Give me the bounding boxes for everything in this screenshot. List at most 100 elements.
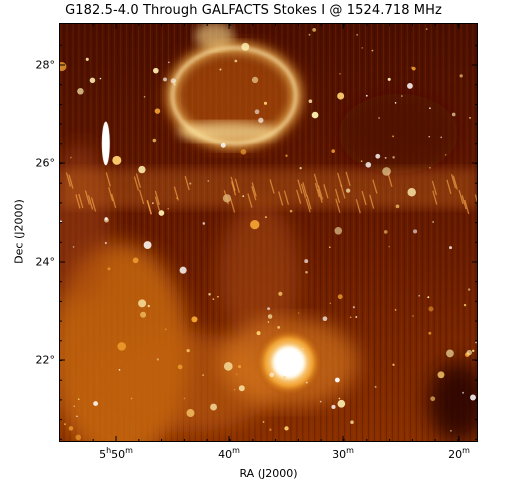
compact-source (212, 298, 215, 301)
scan-streak (361, 190, 367, 206)
compact-source (254, 109, 260, 115)
scan-streak (323, 184, 329, 199)
compact-source (349, 316, 352, 319)
scan-streak (302, 182, 308, 197)
compact-source (304, 259, 309, 264)
compact-source (285, 154, 288, 157)
scan-streak (474, 194, 477, 203)
scan-streak (306, 195, 312, 210)
compact-source (401, 95, 403, 97)
scan-streak (337, 172, 343, 187)
compact-source (311, 111, 319, 119)
compact-source (411, 66, 416, 71)
compact-source (64, 423, 66, 425)
scan-streak (154, 196, 161, 211)
compact-source (118, 369, 121, 371)
scan-streak (340, 184, 346, 199)
compact-source (470, 394, 476, 401)
scan-streak (313, 173, 319, 188)
y-tick-label: 24° (35, 255, 56, 269)
compact-source (99, 77, 102, 80)
compact-source (267, 307, 271, 311)
compact-source (85, 57, 89, 61)
compact-source (143, 95, 146, 98)
compact-source (428, 331, 432, 335)
x-axis-label: RA (J2000) (239, 467, 298, 480)
compact-source (256, 331, 261, 336)
compact-source (428, 135, 431, 138)
compact-source (334, 227, 343, 235)
compact-source (277, 325, 281, 329)
compact-source (289, 209, 293, 213)
compact-source (308, 33, 311, 36)
compact-source (278, 291, 283, 296)
compact-source (75, 434, 82, 441)
compact-source (68, 426, 74, 431)
compact-source (93, 401, 99, 407)
compact-source (361, 47, 364, 49)
scan-streak (335, 198, 341, 213)
compact-source (138, 165, 146, 174)
scan-streak (111, 193, 117, 208)
compact-source (387, 77, 391, 81)
y-tick-label: 22° (35, 353, 56, 367)
compact-source (191, 316, 198, 323)
compact-source (427, 296, 430, 299)
compact-source (334, 377, 340, 383)
compact-source (282, 375, 287, 380)
scan-streak (247, 193, 253, 208)
scan-streak (296, 189, 302, 204)
compact-source (356, 34, 359, 36)
blanked-region (101, 121, 110, 166)
radio-sky-image (60, 24, 477, 441)
scan-streak (68, 174, 74, 189)
compact-source (355, 316, 358, 318)
compact-source (76, 415, 78, 418)
compact-source (472, 349, 475, 353)
scan-streak (431, 180, 438, 196)
compact-source (428, 306, 434, 312)
compact-source (284, 426, 289, 431)
scan-streak (283, 190, 290, 205)
compact-source (365, 162, 372, 168)
compact-source (251, 76, 259, 84)
compact-source (69, 156, 72, 159)
scan-streak (78, 193, 84, 209)
compact-source (207, 180, 210, 182)
compact-source (235, 373, 238, 376)
compact-source (186, 348, 190, 353)
x-tick-label: 40m (218, 446, 240, 461)
compact-source (77, 398, 80, 400)
scan-streak (452, 175, 458, 190)
compact-source (392, 156, 395, 159)
compact-source (154, 108, 161, 114)
scan-streak (146, 200, 153, 215)
scan-streak (369, 194, 375, 209)
scan-streak (87, 195, 94, 210)
compact-source (394, 102, 397, 104)
compact-source (202, 374, 204, 376)
scan-streak (278, 191, 284, 206)
compact-source (467, 288, 471, 291)
compact-source (167, 207, 169, 210)
scan-streak (230, 181, 237, 196)
compact-source (156, 358, 159, 361)
scan-streak (223, 190, 229, 205)
compact-source (329, 246, 331, 249)
compact-source (238, 385, 245, 392)
compact-source (413, 229, 418, 234)
scan-streak (173, 186, 179, 201)
scan-streak (300, 183, 307, 199)
compact-source (459, 74, 463, 78)
scan-streak (345, 171, 351, 187)
compact-source (331, 149, 335, 153)
compact-source (395, 204, 400, 209)
compact-source (152, 138, 157, 143)
compact-source (262, 421, 265, 423)
compact-source (469, 116, 471, 119)
snr-shell (166, 24, 302, 148)
compact-source (430, 396, 436, 402)
compact-source (189, 182, 192, 185)
compact-source (208, 293, 211, 296)
